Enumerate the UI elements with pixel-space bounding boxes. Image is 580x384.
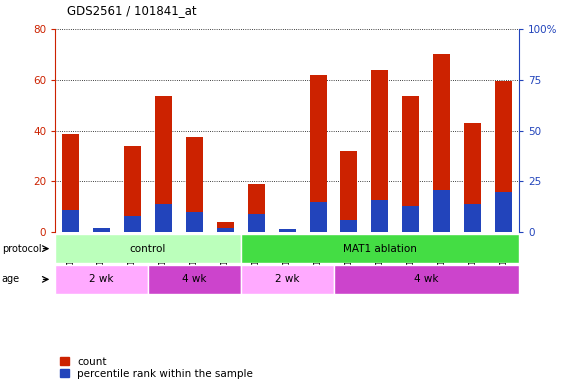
Bar xyxy=(495,192,512,232)
Bar xyxy=(310,74,327,232)
Bar xyxy=(371,200,389,232)
Text: MAT1 ablation: MAT1 ablation xyxy=(343,243,417,254)
Text: protocol: protocol xyxy=(2,243,41,254)
Bar xyxy=(124,216,141,232)
Bar xyxy=(340,220,357,232)
Bar xyxy=(217,222,234,232)
Bar xyxy=(310,202,327,232)
Bar xyxy=(241,234,519,263)
Text: 4 wk: 4 wk xyxy=(414,274,438,285)
Bar xyxy=(217,228,234,232)
Bar xyxy=(248,214,264,232)
Bar xyxy=(148,265,241,294)
Bar xyxy=(55,234,241,263)
Bar xyxy=(186,212,203,232)
Bar xyxy=(93,228,110,232)
Bar xyxy=(55,265,148,294)
Bar xyxy=(433,190,450,232)
Bar xyxy=(62,134,79,232)
Bar xyxy=(248,184,264,232)
Bar xyxy=(403,96,419,232)
Bar xyxy=(403,206,419,232)
Bar xyxy=(495,81,512,232)
Text: 2 wk: 2 wk xyxy=(89,274,114,285)
Bar xyxy=(241,265,334,294)
Bar xyxy=(278,229,296,232)
Bar xyxy=(464,123,481,232)
Bar xyxy=(93,228,110,232)
Bar xyxy=(124,146,141,232)
Text: GDS2561 / 101841_at: GDS2561 / 101841_at xyxy=(67,4,196,17)
Text: age: age xyxy=(2,274,20,285)
Bar xyxy=(62,210,79,232)
Text: control: control xyxy=(130,243,166,254)
Bar xyxy=(155,96,172,232)
Bar xyxy=(155,204,172,232)
Bar xyxy=(334,265,519,294)
Text: 4 wk: 4 wk xyxy=(182,274,206,285)
Bar xyxy=(433,54,450,232)
Bar xyxy=(278,228,296,232)
Text: 2 wk: 2 wk xyxy=(275,274,299,285)
Bar xyxy=(371,70,389,232)
Bar xyxy=(464,204,481,232)
Legend: count, percentile rank within the sample: count, percentile rank within the sample xyxy=(60,357,253,379)
Bar xyxy=(186,137,203,232)
Bar xyxy=(340,151,357,232)
